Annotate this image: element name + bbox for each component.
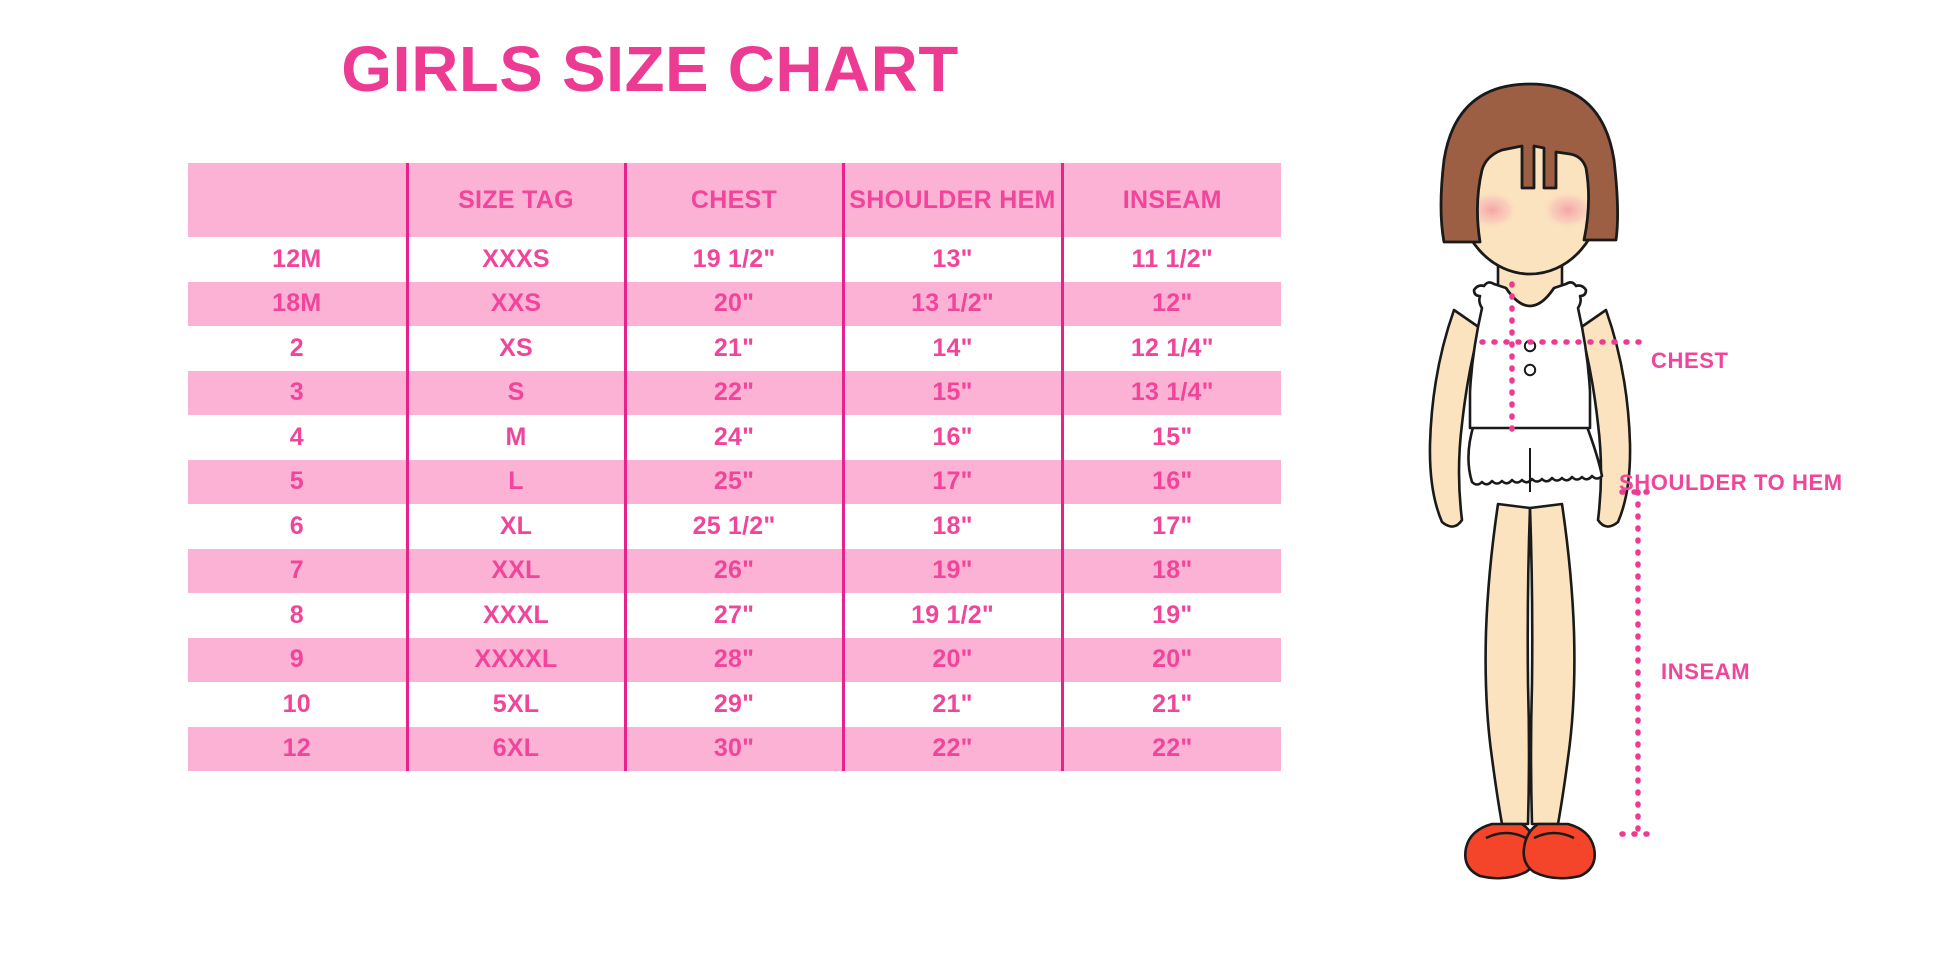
cell-chest: 22"	[623, 370, 843, 415]
table-row: 4 M 24" 16" 15"	[188, 415, 1281, 460]
table-header-row: SIZE TAG CHEST SHOULDER HEM INSEAM	[188, 163, 1281, 237]
column-header-inseam: INSEAM	[1060, 163, 1281, 237]
cell-shoulder-hem: 17"	[841, 459, 1062, 504]
column-header-chest: CHEST	[623, 163, 843, 237]
cell-size: 8	[289, 600, 304, 629]
legs-shape	[1484, 502, 1576, 826]
cell-size-tag: S	[405, 370, 625, 415]
cell-inseam: 18"	[1060, 548, 1281, 593]
table-row: 12 6XL 30" 22" 22"	[188, 726, 1281, 771]
cell-size-tag: XL	[405, 504, 625, 549]
cell-shoulder-hem: 13 1/2"	[841, 281, 1062, 326]
size-chart-table: SIZE TAG CHEST SHOULDER HEM INSEAM 12M XX…	[188, 163, 1281, 771]
top-garment-shape	[1468, 281, 1592, 430]
column-header-size-tag: SIZE TAG	[405, 163, 625, 237]
cell-size: 18M	[272, 289, 322, 318]
cell-inseam: 11 1/2"	[1060, 237, 1281, 282]
cell-shoulder-hem: 21"	[841, 682, 1062, 727]
cell-size: 5	[289, 467, 304, 496]
button-lower	[1523, 363, 1537, 377]
callout-label-shoulder-to-hem: SHOULDER TO HEM	[1619, 470, 1843, 495]
cell-chest: 30"	[623, 726, 843, 771]
cell-inseam: 20"	[1060, 637, 1281, 682]
page-title: GIRLS SIZE CHART	[341, 33, 959, 105]
cell-chest: 19 1/2"	[623, 237, 843, 282]
table-row: 10 5XL 29" 21" 21"	[188, 682, 1281, 727]
cell-shoulder-hem: 19 1/2"	[841, 593, 1062, 638]
cell-chest: 25 1/2"	[623, 504, 843, 549]
table-row: 7 XXL 26" 19" 18"	[188, 548, 1281, 593]
cell-size-tag: 5XL	[405, 682, 625, 727]
cell-size-tag: XXXXL	[405, 637, 625, 682]
cell-chest: 24"	[623, 415, 843, 460]
table-row: 3 S 22" 15" 13 1/4"	[188, 370, 1281, 415]
cell-inseam: 22"	[1060, 726, 1281, 771]
cell-shoulder-hem: 15"	[841, 370, 1062, 415]
cell-inseam: 17"	[1060, 504, 1281, 549]
cell-inseam: 21"	[1060, 682, 1281, 727]
cell-size-tag: XXXS	[405, 237, 625, 282]
cell-shoulder-hem: 16"	[841, 415, 1062, 460]
cell-inseam: 15"	[1060, 415, 1281, 460]
shoe-right	[1522, 822, 1596, 880]
cell-size: 7	[289, 556, 304, 585]
cell-size: 10	[282, 689, 311, 718]
cell-chest: 20"	[623, 281, 843, 326]
table-row: 5 L 25" 17" 16"	[188, 459, 1281, 504]
table-row: 2 XS 21" 14" 12 1/4"	[188, 326, 1281, 371]
girl-figure-illustration	[1370, 52, 1690, 922]
cell-size-tag: L	[405, 459, 625, 504]
cell-inseam: 12"	[1060, 281, 1281, 326]
inseam-measure-line	[1619, 489, 1659, 837]
column-header-size	[188, 163, 407, 237]
table-row: 9 XXXXL 28" 20" 20"	[188, 637, 1281, 682]
cell-shoulder-hem: 20"	[841, 637, 1062, 682]
cell-size-tag: XS	[405, 326, 625, 371]
cell-chest: 21"	[623, 326, 843, 371]
table-row: 6 XL 25 1/2" 18" 17"	[188, 504, 1281, 549]
cell-inseam: 13 1/4"	[1060, 370, 1281, 415]
cell-inseam: 12 1/4"	[1060, 326, 1281, 371]
cell-size: 6	[289, 511, 304, 540]
cell-shoulder-hem: 14"	[841, 326, 1062, 371]
cell-size: 2	[289, 333, 304, 362]
table-row: 18M XXS 20" 13 1/2" 12"	[188, 281, 1281, 326]
cell-shoulder-hem: 13"	[841, 237, 1062, 282]
table-row: 8 XXXL 27" 19 1/2" 19"	[188, 593, 1281, 638]
cell-size-tag: XXS	[405, 281, 625, 326]
callout-label-chest: CHEST	[1651, 348, 1729, 373]
arms-shape	[1428, 308, 1632, 528]
cell-chest: 26"	[623, 548, 843, 593]
blush-right	[1542, 191, 1594, 229]
cell-chest: 25"	[623, 459, 843, 504]
cell-inseam: 19"	[1060, 593, 1281, 638]
table-body: 12M XXXS 19 1/2" 13" 11 1/2" 18M XXS 20" 13 1/2"…	[188, 237, 1281, 771]
hair-shape	[1439, 82, 1619, 244]
cell-size-tag: XXXL	[405, 593, 625, 638]
cell-size: 9	[289, 645, 304, 674]
size-table-container: SIZE TAG CHEST SHOULDER HEM INSEAM 12M XX…	[188, 163, 1281, 771]
bloomers-shape	[1467, 422, 1604, 492]
cell-chest: 27"	[623, 593, 843, 638]
cell-chest: 29"	[623, 682, 843, 727]
cell-chest: 28"	[623, 637, 843, 682]
column-header-shoulder-hem: SHOULDER HEM	[841, 163, 1062, 237]
callout-label-inseam: INSEAM	[1661, 659, 1751, 684]
cell-size-tag: XXL	[405, 548, 625, 593]
cell-size: 4	[289, 422, 304, 451]
table-row: 12M XXXS 19 1/2" 13" 11 1/2"	[188, 237, 1281, 282]
cell-size: 3	[289, 378, 304, 407]
cell-size: 12M	[272, 244, 322, 273]
cell-inseam: 16"	[1060, 459, 1281, 504]
cell-size-tag: M	[405, 415, 625, 460]
cell-shoulder-hem: 22"	[841, 726, 1062, 771]
cell-size: 12	[282, 734, 311, 763]
cell-shoulder-hem: 18"	[841, 504, 1062, 549]
cell-shoulder-hem: 19"	[841, 548, 1062, 593]
cell-size-tag: 6XL	[405, 726, 625, 771]
